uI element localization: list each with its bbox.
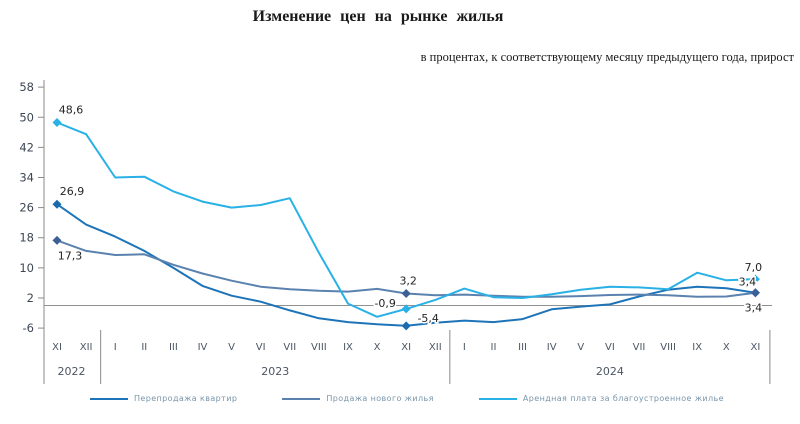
x-tick-label: II: [141, 342, 147, 353]
data-point-label: 26,9: [60, 185, 85, 198]
data-point-marker-2: [52, 118, 62, 128]
x-tick-label: X: [374, 342, 381, 353]
y-tick-label: 42: [19, 140, 34, 154]
x-tick-label: IX: [343, 342, 353, 353]
data-point-marker-2: [750, 274, 760, 284]
x-tick-label: XI: [401, 342, 411, 353]
data-point-marker-2: [401, 304, 411, 314]
legend-swatch-rent: [478, 397, 517, 400]
x-tick-label: VI: [256, 342, 266, 353]
year-label: 2022: [58, 365, 86, 378]
x-tick-label: VIII: [660, 342, 676, 353]
x-tick-label: VI: [605, 342, 615, 353]
data-point-label: 3,2: [399, 274, 417, 287]
x-tick-label: III: [518, 342, 527, 353]
legend-swatch-new-housing: [282, 397, 321, 400]
y-tick-label: 58: [19, 80, 34, 94]
series-line-2: [56, 121, 757, 318]
x-tick-label: I: [114, 342, 117, 353]
legend-item-rent: Арендная плата за благоустроенное жилье: [478, 394, 724, 403]
y-tick-label: 34: [19, 170, 34, 184]
chart-subtitle: в процентах, к соответствующему месяцу п…: [420, 50, 794, 64]
data-point-label: 48,6: [59, 104, 84, 117]
x-tick-label: II: [491, 342, 497, 353]
y-tick-label: 26: [19, 201, 34, 215]
x-tick-label: X: [723, 342, 730, 353]
y-tick-label: 50: [19, 110, 34, 124]
x-tick-label: XII: [80, 342, 93, 353]
legend-label-resale: Перепродажа квартир: [134, 394, 238, 403]
year-label: 2023: [261, 365, 289, 378]
data-point-label: -0,9: [374, 297, 395, 310]
x-tick-label: V: [228, 342, 235, 353]
x-tick-label: XI: [52, 342, 62, 353]
data-point-label: -5,4: [417, 312, 438, 325]
data-point-marker-1: [52, 235, 62, 245]
y-tick-label: -6: [23, 321, 34, 335]
data-point-label: 7,0: [745, 261, 763, 274]
legend-label-new-housing: Продажа нового жилья: [326, 394, 434, 403]
x-tick-label: XI: [750, 342, 760, 353]
x-tick-label: IV: [198, 342, 208, 353]
x-tick-label: III: [169, 342, 178, 353]
x-tick-label: IX: [692, 342, 702, 353]
data-point-marker-1: [750, 288, 760, 298]
data-point-marker-0: [52, 199, 62, 209]
x-tick-label: IV: [547, 342, 557, 353]
year-label: 2024: [596, 365, 624, 378]
chart-legend: Перепродажа квартир Продажа нового жилья…: [90, 394, 724, 403]
x-tick-label: VII: [283, 342, 296, 353]
data-point-marker-0: [401, 321, 411, 331]
x-tick-label: XII: [429, 342, 442, 353]
x-tick-label: VII: [633, 342, 646, 353]
y-tick-label: 2: [27, 291, 34, 305]
legend-item-new-housing: Продажа нового жилья: [282, 394, 434, 403]
data-point-label: 17,3: [58, 249, 83, 262]
y-tick-label: 10: [19, 261, 34, 275]
chart-title: Изменение цен на рынке жилья: [252, 8, 504, 25]
data-point-marker-1: [401, 288, 411, 298]
legend-item-resale: Перепродажа квартир: [90, 394, 237, 403]
x-tick-label: VIII: [311, 342, 327, 353]
legend-swatch-resale: [90, 397, 128, 400]
data-point-label: 3,4: [739, 276, 757, 289]
x-tick-label: I: [463, 342, 466, 353]
legend-label-rent: Арендная плата за благоустроенное жилье: [522, 394, 724, 403]
y-tick-label: 18: [19, 231, 34, 245]
x-tick-label: V: [577, 342, 584, 353]
data-point-label: 3,4: [745, 302, 763, 315]
